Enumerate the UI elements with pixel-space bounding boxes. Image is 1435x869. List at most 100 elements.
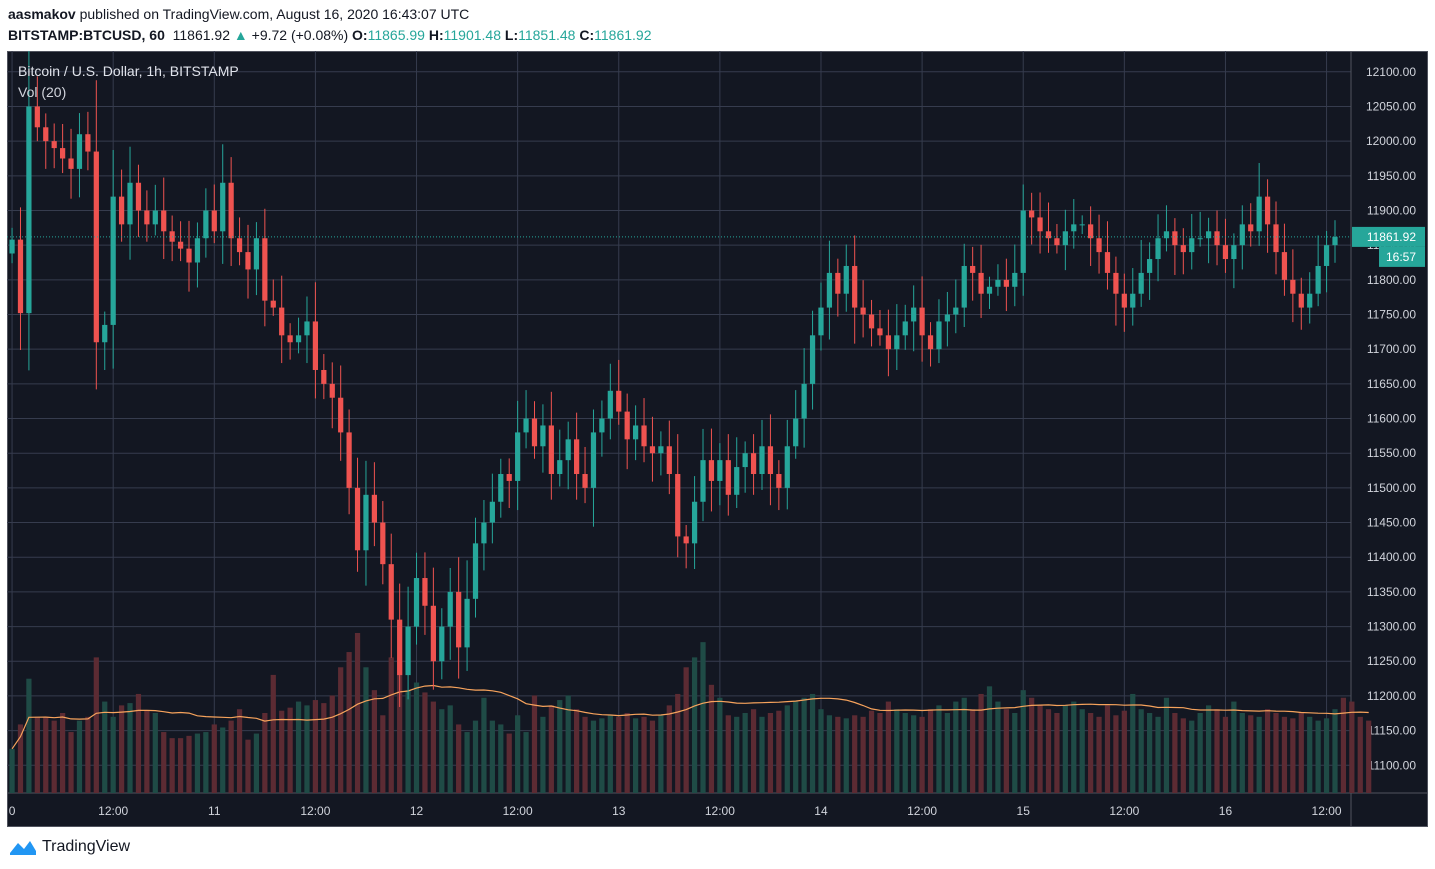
candle: [624, 393, 630, 470]
candle: [262, 208, 268, 327]
open-label: O:: [352, 27, 368, 43]
y-tick-label: 12000.00: [1366, 134, 1416, 148]
candle: [354, 457, 361, 572]
candle: [843, 244, 849, 312]
volume-bar: [1323, 718, 1330, 793]
candle: [894, 304, 900, 370]
candle: [1113, 256, 1119, 326]
volume-bar: [776, 710, 782, 793]
volume-bar: [363, 667, 369, 793]
volume-bar: [397, 661, 403, 793]
candle: [717, 443, 723, 506]
candle-body: [346, 432, 352, 488]
volume-bar: [784, 705, 790, 793]
candle-body: [363, 494, 369, 551]
candle-body: [902, 321, 908, 336]
volume-bar: [34, 716, 40, 793]
candle: [582, 446, 588, 504]
volume-bar: [793, 701, 799, 793]
candle-body: [675, 474, 681, 537]
candle: [422, 552, 428, 635]
volume-bar: [203, 732, 209, 793]
candle-body: [447, 591, 453, 627]
candle-body: [1045, 231, 1052, 239]
volume-bar: [565, 695, 571, 793]
volume-bar: [1290, 718, 1296, 793]
candle: [118, 169, 125, 242]
volume-bar: [1045, 709, 1052, 793]
candle-body: [717, 460, 723, 481]
candle: [456, 557, 462, 679]
y-tick-label: 11150.00: [1368, 724, 1417, 738]
candle-body: [1214, 231, 1220, 246]
candle: [742, 441, 748, 493]
volume-bar: [110, 716, 116, 793]
candle-body: [986, 286, 993, 294]
volume-bar: [388, 657, 394, 793]
candle: [1281, 223, 1288, 296]
y-tick-label: 11500.00: [1367, 481, 1416, 495]
volume-bar: [338, 667, 344, 793]
candle-body: [279, 307, 285, 336]
candle-body: [557, 460, 563, 475]
candle: [346, 409, 352, 515]
candle-body: [1239, 224, 1245, 246]
y-tick-label: 11700.00: [1367, 342, 1416, 356]
candle-body: [295, 335, 302, 343]
x-tick-label: 12:00: [907, 804, 937, 818]
candle: [127, 146, 133, 260]
volume-bar: [1130, 693, 1136, 793]
candle: [725, 434, 731, 516]
candle-body: [456, 591, 462, 648]
candle-body: [228, 182, 234, 239]
candle-body: [843, 265, 849, 294]
candle-body: [236, 238, 243, 253]
volume-bar: [1029, 697, 1035, 793]
y-tick-label: 11800.00: [1367, 273, 1416, 287]
volume-bar: [936, 705, 942, 793]
candle: [548, 391, 554, 500]
candle-body: [649, 446, 656, 454]
volume-bar: [51, 720, 57, 793]
author-name[interactable]: aasmakov: [8, 6, 76, 22]
volume-bar: [262, 713, 268, 793]
candle-body: [894, 335, 900, 350]
y-tick-label: 11250.00: [1367, 654, 1416, 668]
candle-body: [801, 383, 807, 419]
candle: [236, 217, 243, 266]
candle-body: [472, 543, 479, 599]
volume-bar: [717, 697, 723, 793]
candle: [911, 285, 917, 352]
candle-body: [961, 265, 967, 308]
volume-bar: [1205, 705, 1212, 793]
candle-body: [607, 390, 613, 419]
candle-body: [1003, 279, 1009, 287]
candle-body: [548, 425, 554, 475]
volume-bar: [725, 715, 731, 793]
candlestick-chart[interactable]: 12100.00 12050.00 12000.00 11950.00 11900.00…: [7, 51, 1428, 827]
candle-body: [1130, 293, 1136, 308]
last-price: 11861.92: [172, 27, 230, 43]
candle-body: [1307, 293, 1313, 308]
volume-bar: [1172, 713, 1178, 793]
x-tick-label: 13: [612, 804, 626, 818]
candle-body: [1155, 238, 1161, 260]
volume-bar: [304, 705, 310, 793]
candle-body: [68, 158, 74, 169]
volume-bar: [944, 713, 950, 793]
candle-body: [1231, 245, 1237, 260]
candle: [329, 362, 335, 429]
volume-bar: [658, 715, 664, 793]
candle: [1180, 228, 1186, 275]
candle: [388, 533, 394, 658]
volume-bar: [489, 720, 495, 793]
volume-bar: [683, 667, 689, 793]
candle: [936, 299, 942, 364]
candle-body: [34, 106, 40, 128]
candle-body: [464, 598, 470, 648]
candle: [1298, 277, 1304, 330]
volume-bar: [523, 732, 529, 793]
tradingview-brand[interactable]: TradingView: [42, 838, 131, 855]
candle-body: [93, 151, 99, 343]
candle: [1012, 244, 1018, 307]
